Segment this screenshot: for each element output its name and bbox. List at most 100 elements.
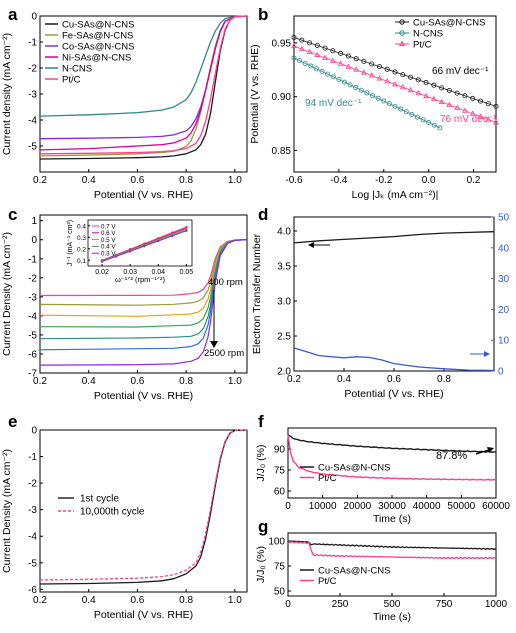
- chart-g-legend-label: Cu-SAs@N-CNS: [318, 566, 390, 577]
- chart-b-legend-marker: [399, 30, 405, 36]
- chart-a-ytick-label: -5: [28, 142, 37, 153]
- chart-f-annotation-arrowhead: [487, 447, 494, 453]
- chart-a-ytick-label: -3: [28, 90, 37, 101]
- chart-b-point-0: [330, 48, 336, 54]
- chart-c-ytick-label: -3: [28, 292, 37, 303]
- chart-g-xtick-label: 250: [332, 599, 349, 610]
- chart-b-point-1: [414, 114, 420, 120]
- panel-letter-e: e: [8, 412, 18, 431]
- chart-c-inset-ytick-label: 0.4: [77, 223, 86, 230]
- chart-c-inset-legend-label: 0.6 V: [101, 230, 116, 237]
- chart-b-point-0: [353, 56, 359, 62]
- chart-a-xtick-label: 0.6: [130, 175, 144, 186]
- chart-b-point-2: [430, 95, 437, 102]
- chart-b-point-2: [477, 113, 484, 119]
- panel-letter-b: b: [258, 5, 269, 24]
- chart-a-series-3: [39, 15, 248, 151]
- chart-b-point-2: [485, 116, 492, 122]
- chart-b-point-0: [470, 95, 476, 101]
- chart-a-ytick-label: -2: [28, 64, 37, 75]
- chart-d-ytick-label: 3.0: [277, 297, 291, 308]
- chart-g-xtick-label: 0: [285, 599, 291, 610]
- chart-b-annotation-slope-ncns: 94 mV dec⁻¹: [305, 98, 362, 109]
- chart-c-ytick-label: -2: [28, 273, 37, 284]
- chart-b-point-1: [420, 117, 426, 123]
- chart-b-point-1: [364, 90, 370, 96]
- chart-b-point-1: [325, 71, 331, 77]
- chart-b-point-0: [408, 74, 414, 80]
- chart-b-point-2: [438, 98, 445, 104]
- chart-f-xtick-label: 10000: [309, 501, 337, 512]
- chart-b-ylabel: Potential (V vs. RHE): [249, 44, 261, 143]
- chart-c-inset-point-4: [185, 229, 188, 233]
- chart-c-xtick-label: 0.6: [130, 376, 144, 387]
- chart-c-ytick-label: 0: [31, 235, 37, 246]
- chart-b-point-1: [386, 101, 392, 107]
- chart-c-series-6: [39, 239, 248, 366]
- chart-b-xtick-label: -0.4: [330, 175, 348, 186]
- chart-b-point-2: [337, 60, 344, 66]
- chart-b-point-2: [314, 51, 321, 57]
- chart-b-point-2: [454, 104, 461, 110]
- chart-f-xtick-label: 30000: [378, 501, 406, 512]
- chart-e-ytick-label: -1: [28, 452, 37, 463]
- chart-b-point-2: [462, 107, 468, 113]
- chart-d-ytick-label: 2.0: [277, 367, 291, 378]
- chart-b-point-1: [426, 120, 432, 126]
- chart-b-point-2: [384, 78, 391, 84]
- chart-b-point-1: [358, 87, 364, 93]
- chart-f-legend-label: Cu-SAs@N-CNS: [318, 463, 390, 474]
- chart-b-point-2: [469, 110, 476, 116]
- chart-e-legend-label: 10,000th cycle: [80, 507, 145, 518]
- chart-c-xtick-label: 0.4: [82, 376, 96, 387]
- chart-e-xtick-label: 0.8: [179, 595, 193, 606]
- chart-b-point-1: [313, 66, 319, 72]
- chart-b-point-0: [338, 50, 344, 56]
- chart-b-annotation-slope-ptc: 76 mV dec⁻¹: [440, 114, 497, 125]
- chart-b-point-1: [336, 76, 342, 82]
- panel-letter-f: f: [258, 412, 264, 431]
- chart-e-xlabel: Potential (V vs. RHE): [94, 609, 193, 621]
- chart-b-point-2: [361, 69, 367, 75]
- chart-f-xtick-label: 40000: [413, 501, 441, 512]
- chart-b-point-0: [307, 40, 313, 46]
- chart-d-y2tick-label: 10: [498, 336, 510, 347]
- chart-b-point-1: [370, 93, 376, 99]
- chart-d-xtick-label: 0.4: [337, 374, 351, 385]
- chart-a-legend-label: Pt/C: [62, 75, 81, 86]
- chart-b-point-0: [415, 77, 421, 83]
- chart-b-point-1: [431, 122, 437, 128]
- chart-c-frame: [39, 214, 248, 374]
- chart-a-series-5: [39, 15, 248, 155]
- chart-c-annotation-2500rpm: 2500 rpm: [204, 348, 244, 359]
- chart-f-ytick-label: 90: [274, 445, 286, 456]
- chart-c-inset-legend-label: 0.3 V: [101, 251, 116, 258]
- chart-c-inset-point-4: [114, 255, 118, 258]
- chart-b-point-2: [493, 119, 499, 125]
- chart-b-legend-label: N-CNS: [413, 29, 443, 40]
- chart-e-xtick-label: 0.2: [33, 595, 47, 606]
- chart-f-xtick-label: 60000: [482, 501, 510, 512]
- chart-b-legend-label: Cu-SAs@N-CNS: [413, 18, 485, 29]
- chart-c-ylabel: Current Density (mA cm⁻²): [1, 232, 13, 356]
- chart-e-series-1: [39, 429, 248, 581]
- chart-b-point-0: [392, 69, 398, 75]
- chart-f-series-0: [287, 434, 497, 453]
- chart-c-inset-point-4: [171, 234, 174, 238]
- chart-b-fit-0: [293, 37, 497, 107]
- chart-e-frame: [39, 429, 248, 593]
- chart-d-ylabel: Electron Transfer Number: [251, 233, 263, 354]
- chart-a-legend-label: Cu-SAs@N-CNS: [62, 20, 134, 31]
- chart-g-ylabel: J/J₀ (%): [255, 546, 267, 583]
- chart-a-series-4: [39, 15, 248, 117]
- chart-f-ytick-label: 60: [274, 487, 286, 498]
- chart-c-inset-legend-label: 0.4 V: [101, 244, 116, 251]
- chart-b-point-1: [302, 60, 308, 66]
- chart-c-ytick-label: -4: [28, 311, 37, 322]
- chart-c-inset-xtick-label: 0.03: [123, 269, 137, 276]
- chart-c-inset-xtick-label: 0.02: [95, 269, 109, 276]
- chart-c-inset-legend-label: 0.5 V: [101, 237, 116, 244]
- chart-f-ytick-label: 75: [274, 466, 286, 477]
- chart-d-y2tick-label: 50: [498, 213, 510, 224]
